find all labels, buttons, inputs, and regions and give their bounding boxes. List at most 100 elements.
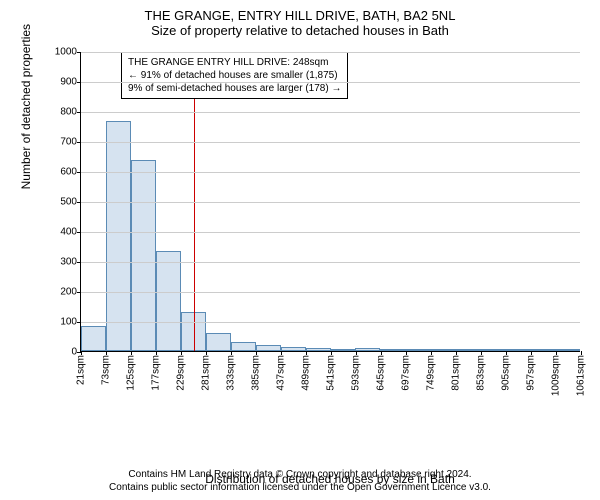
x-tick-label: 1009sqm	[551, 355, 562, 396]
y-tick-label: 400	[60, 227, 77, 238]
y-tick-mark	[77, 112, 81, 113]
x-tick-mark	[556, 351, 557, 355]
x-tick-mark	[456, 351, 457, 355]
chart-subtitle: Size of property relative to detached ho…	[10, 23, 590, 38]
x-tick-label: 21sqm	[76, 355, 87, 385]
x-tick-mark	[156, 351, 157, 355]
x-tick-label: 177sqm	[151, 355, 162, 391]
x-tick-mark	[131, 351, 132, 355]
histogram-bar	[281, 347, 306, 351]
x-tick-label: 853sqm	[476, 355, 487, 391]
x-tick-label: 957sqm	[526, 355, 537, 391]
x-tick-label: 281sqm	[201, 355, 212, 391]
x-tick-mark	[506, 351, 507, 355]
y-tick-mark	[77, 142, 81, 143]
histogram-bar	[355, 348, 380, 351]
histogram-bar	[206, 333, 231, 351]
x-tick-label: 541sqm	[326, 355, 337, 391]
x-tick-mark	[181, 351, 182, 355]
chart-container: THE GRANGE, ENTRY HILL DRIVE, BATH, BA2 …	[0, 0, 600, 500]
gridline	[81, 322, 580, 323]
x-tick-mark	[481, 351, 482, 355]
chart-area: Number of detached properties THE GRANGE…	[30, 42, 590, 422]
x-tick-label: 385sqm	[251, 355, 262, 391]
x-tick-label: 645sqm	[376, 355, 387, 391]
x-tick-mark	[106, 351, 107, 355]
y-tick-mark	[77, 82, 81, 83]
y-tick-mark	[77, 232, 81, 233]
y-tick-mark	[77, 262, 81, 263]
gridline	[81, 292, 580, 293]
x-tick-mark	[206, 351, 207, 355]
y-tick-label: 500	[60, 197, 77, 208]
x-tick-mark	[381, 351, 382, 355]
histogram-bar	[256, 345, 281, 351]
y-tick-label: 700	[60, 137, 77, 148]
x-tick-mark	[256, 351, 257, 355]
x-tick-mark	[356, 351, 357, 355]
x-tick-mark	[331, 351, 332, 355]
attribution-footer: Contains HM Land Registry data © Crown c…	[109, 468, 491, 494]
y-tick-label: 900	[60, 77, 77, 88]
x-tick-mark	[431, 351, 432, 355]
histogram-bar	[331, 349, 356, 351]
histogram-bar	[530, 349, 555, 351]
x-tick-label: 125sqm	[126, 355, 137, 391]
x-tick-label: 749sqm	[426, 355, 437, 391]
y-tick-label: 1000	[55, 47, 77, 58]
histogram-bar	[430, 349, 455, 351]
y-tick-label: 800	[60, 107, 77, 118]
y-tick-label: 600	[60, 167, 77, 178]
histogram-bar	[455, 349, 480, 351]
x-tick-label: 73sqm	[101, 355, 112, 385]
y-tick-mark	[77, 52, 81, 53]
x-tick-mark	[581, 351, 582, 355]
y-tick-mark	[77, 292, 81, 293]
chart-title: THE GRANGE, ENTRY HILL DRIVE, BATH, BA2 …	[10, 8, 590, 23]
x-tick-label: 333sqm	[226, 355, 237, 391]
annotation-box: THE GRANGE ENTRY HILL DRIVE: 248sqm ← 91…	[121, 52, 348, 99]
annotation-line-2: ← 91% of detached houses are smaller (1,…	[128, 69, 341, 82]
y-tick-label: 100	[60, 317, 77, 328]
histogram-bar	[81, 326, 106, 351]
x-tick-label: 905sqm	[501, 355, 512, 391]
histogram-bar	[505, 349, 530, 351]
histogram-bar	[480, 349, 505, 351]
gridline	[81, 262, 580, 263]
histogram-bar	[405, 349, 430, 351]
x-tick-label: 229sqm	[176, 355, 187, 391]
y-axis-label: Number of detached properties	[19, 24, 33, 189]
attribution-line-2: Contains public sector information licen…	[109, 481, 491, 494]
y-tick-label: 200	[60, 287, 77, 298]
histogram-bar	[380, 349, 405, 351]
x-tick-label: 437sqm	[276, 355, 287, 391]
y-tick-mark	[77, 322, 81, 323]
histogram-bar	[231, 342, 256, 351]
gridline	[81, 52, 580, 53]
x-tick-label: 1061sqm	[576, 355, 587, 396]
x-tick-label: 489sqm	[301, 355, 312, 391]
gridline	[81, 142, 580, 143]
annotation-line-3: 9% of semi-detached houses are larger (1…	[128, 82, 341, 95]
x-tick-label: 697sqm	[401, 355, 412, 391]
gridline	[81, 172, 580, 173]
x-tick-mark	[231, 351, 232, 355]
gridline	[81, 232, 580, 233]
gridline	[81, 202, 580, 203]
x-tick-label: 593sqm	[351, 355, 362, 391]
histogram-bar	[106, 121, 131, 351]
y-tick-mark	[77, 202, 81, 203]
plot-area: THE GRANGE ENTRY HILL DRIVE: 248sqm ← 91…	[80, 52, 580, 352]
x-tick-mark	[281, 351, 282, 355]
x-tick-mark	[406, 351, 407, 355]
x-tick-mark	[81, 351, 82, 355]
gridline	[81, 112, 580, 113]
histogram-bar	[306, 348, 331, 351]
histogram-bar	[555, 349, 580, 351]
x-tick-mark	[531, 351, 532, 355]
annotation-line-1: THE GRANGE ENTRY HILL DRIVE: 248sqm	[128, 56, 341, 69]
y-tick-label: 300	[60, 257, 77, 268]
gridline	[81, 82, 580, 83]
y-tick-mark	[77, 172, 81, 173]
x-tick-mark	[306, 351, 307, 355]
